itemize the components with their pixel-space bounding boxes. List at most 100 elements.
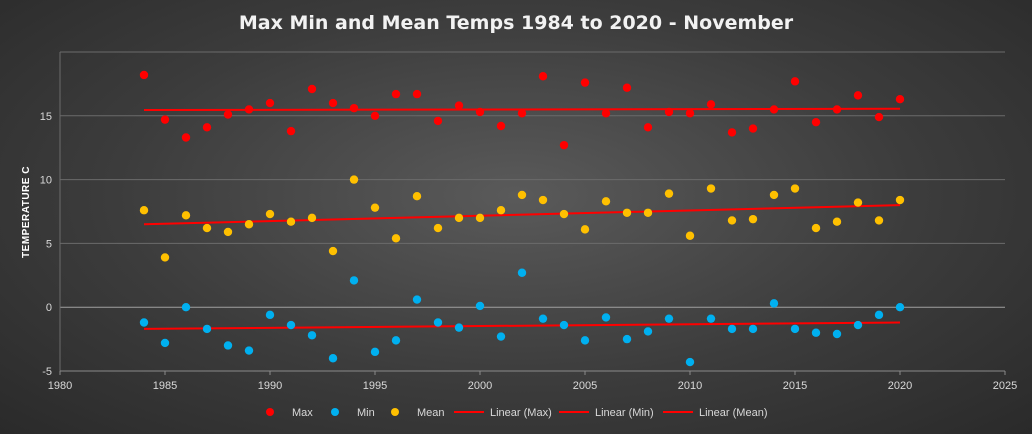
legend-marker-min (331, 408, 339, 416)
point-min (517, 268, 527, 277)
x-tick-label: 1980 (48, 380, 72, 392)
point-min (832, 329, 842, 339)
axis-ticks: -5 0 5 10 15 1980 1985 1990 1995 2000 2005 2010 2015… (40, 111, 1017, 392)
point-min (706, 314, 716, 323)
point-min (454, 323, 464, 332)
point-max (664, 107, 674, 117)
point-max (391, 89, 401, 99)
point-max (832, 105, 842, 114)
y-tick-label: -5 (42, 366, 52, 378)
y-axis-label: TEMPERATURE C (21, 166, 32, 258)
x-tick-label: 1985 (153, 380, 177, 392)
data-points (139, 70, 905, 367)
x-tick-label: 2015 (783, 380, 807, 392)
point-max (160, 115, 170, 124)
point-min (769, 299, 779, 308)
point-mean (811, 223, 821, 233)
point-mean (601, 197, 611, 206)
point-max (769, 105, 779, 114)
point-min (664, 314, 674, 323)
point-max (580, 78, 590, 87)
point-mean (349, 175, 359, 184)
point-max (685, 109, 695, 118)
trendline-linear-mean (143, 204, 901, 226)
point-max (202, 123, 212, 132)
point-min (139, 318, 149, 327)
point-mean (622, 208, 632, 217)
point-max (559, 140, 569, 150)
point-max (454, 101, 464, 110)
point-max (181, 133, 191, 142)
x-tick-label: 1995 (363, 380, 387, 392)
point-max (286, 126, 296, 136)
point-min (202, 324, 212, 334)
point-min (727, 324, 737, 334)
point-min (538, 314, 548, 323)
trendlines (143, 107, 901, 330)
point-mean (328, 246, 338, 256)
point-mean (496, 206, 506, 215)
point-max (895, 95, 905, 104)
point-min (496, 332, 506, 341)
point-max (412, 89, 422, 99)
point-min (874, 310, 884, 320)
legend-label-mean: Mean (417, 407, 445, 419)
point-mean (832, 217, 842, 226)
legend-label-trend: Linear (Mean) (699, 407, 767, 419)
legend-label-max: Max (292, 407, 313, 419)
point-mean (265, 209, 275, 219)
point-mean (685, 231, 695, 240)
gridlines (59, 51, 1005, 372)
point-mean (559, 209, 569, 219)
point-mean (664, 189, 674, 198)
point-mean (433, 223, 443, 233)
point-max (790, 77, 800, 86)
point-max (496, 121, 506, 131)
point-mean (895, 195, 905, 205)
point-min (790, 324, 800, 334)
x-tick-label: 2025 (993, 380, 1017, 392)
legend-label-trend: Linear (Min) (595, 407, 654, 419)
point-min (286, 320, 296, 330)
point-mean (475, 213, 485, 223)
point-max (370, 111, 380, 121)
point-max (643, 123, 653, 132)
point-mean (307, 213, 317, 223)
y-tick-label: 5 (46, 238, 52, 250)
x-tick-label: 2000 (468, 380, 492, 392)
legend-marker-mean (391, 408, 399, 416)
point-mean (517, 190, 527, 200)
point-min (370, 347, 380, 357)
point-max (622, 83, 632, 92)
point-mean (643, 208, 653, 217)
legend-label-min: Min (357, 407, 375, 419)
point-min (853, 320, 863, 330)
point-max (727, 128, 737, 137)
legend-label-trend: Linear (Max) (490, 407, 552, 419)
point-min (181, 303, 191, 312)
point-max (748, 124, 758, 133)
point-max (601, 109, 611, 118)
point-mean (454, 213, 464, 223)
point-min (811, 328, 821, 337)
point-min (244, 346, 254, 355)
point-mean (181, 211, 191, 220)
point-max (139, 70, 149, 80)
y-tick-label: 0 (46, 302, 52, 314)
point-mean (412, 191, 422, 201)
point-mean (370, 203, 380, 212)
legend-marker-max (266, 408, 274, 416)
point-max (244, 105, 254, 114)
y-tick-label: 10 (40, 175, 52, 187)
point-max (538, 72, 548, 81)
point-min (223, 341, 233, 350)
point-max (433, 116, 443, 126)
point-min (307, 331, 317, 340)
point-min (643, 327, 653, 336)
point-min (328, 354, 338, 363)
point-min (559, 320, 569, 330)
point-min (412, 295, 422, 304)
point-mean (853, 198, 863, 207)
point-max (328, 98, 338, 108)
